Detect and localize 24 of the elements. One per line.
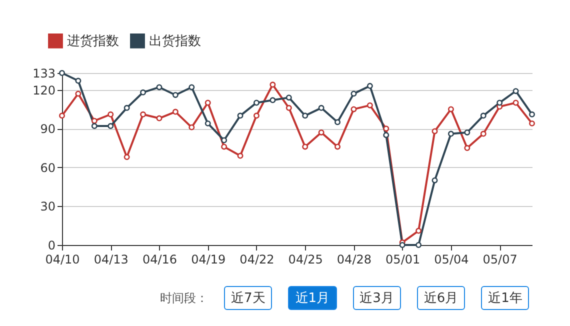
y-tick-label: 30 bbox=[40, 200, 56, 214]
x-tick-label: 04/22 bbox=[240, 252, 274, 266]
legend-label: 出货指数 bbox=[149, 34, 201, 49]
y-tick-label: 90 bbox=[40, 122, 56, 136]
period-button: 近3月 bbox=[352, 286, 401, 310]
x-tick-label: 04/10 bbox=[45, 252, 80, 266]
period-button: 近1月 bbox=[288, 286, 337, 310]
text: 时间段： bbox=[160, 290, 208, 306]
y-tick-label: 120 bbox=[32, 83, 56, 98]
period-button: 近7天 bbox=[224, 286, 272, 310]
x-tick-label: 04/25 bbox=[288, 252, 323, 266]
y-tick-label: 133 bbox=[32, 66, 56, 80]
period-button: 近1年 bbox=[481, 286, 530, 310]
x-tick-label: 04/19 bbox=[191, 252, 226, 266]
y-tick-label: 60 bbox=[40, 160, 56, 175]
x-tick-label: 04/13 bbox=[94, 252, 128, 266]
x-tick-label: 04/16 bbox=[142, 252, 178, 266]
x-tick-label: 05/07 bbox=[482, 252, 518, 266]
x-tick-label: 04/28 bbox=[336, 252, 372, 266]
period-button: 近6月 bbox=[416, 286, 466, 310]
x-tick-label: 05/01 bbox=[386, 252, 420, 266]
x-tick-label: 05/04 bbox=[434, 252, 469, 266]
y-tick-label: 0 bbox=[48, 238, 56, 252]
legend-label: 进货指数 bbox=[67, 34, 119, 49]
